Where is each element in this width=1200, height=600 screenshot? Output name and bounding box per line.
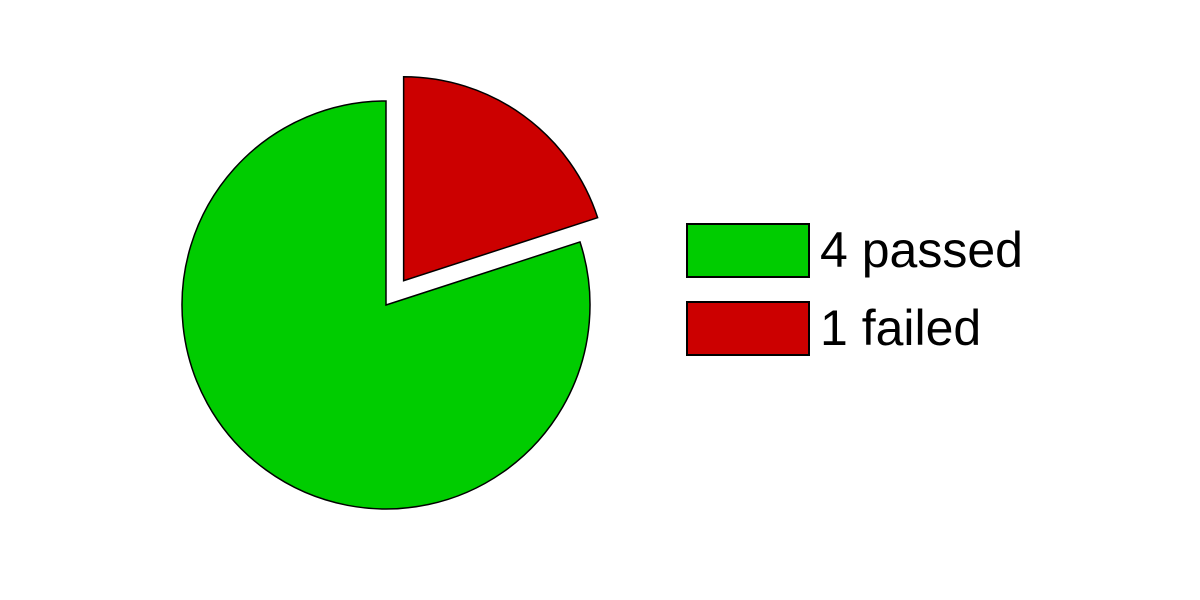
pie-slice-failed [402,75,599,282]
pie-slice-passed [181,100,591,510]
legend-swatch-failed [686,300,810,356]
legend-swatch-passed [686,222,810,278]
legend-label-passed: 4 passed [820,222,1023,278]
legend-item-passed: 4 passed [686,221,1023,279]
legend-item-failed: 1 failed [686,299,1023,357]
legend: 4 passed 1 failed [686,221,1023,377]
legend-label-failed: 1 failed [820,300,982,356]
